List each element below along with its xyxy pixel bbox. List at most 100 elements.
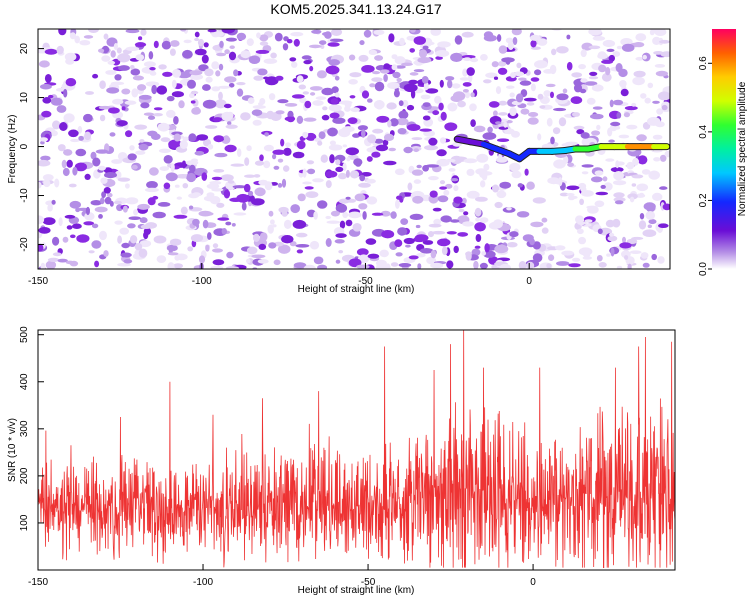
noise-blob — [566, 193, 575, 196]
noise-blob — [529, 34, 541, 41]
noise-blob — [40, 83, 52, 90]
noise-blob — [556, 46, 569, 54]
noise-blob — [224, 49, 230, 55]
noise-blob — [169, 238, 182, 246]
noise-blob — [596, 255, 603, 262]
noise-blob — [309, 86, 323, 91]
noise-blob — [461, 31, 474, 38]
noise-blob — [169, 48, 176, 56]
noise-blob — [65, 260, 75, 265]
noise-blob — [52, 120, 61, 130]
noise-blob — [553, 107, 567, 112]
noise-blob — [135, 150, 146, 155]
noise-blob — [423, 130, 435, 137]
noise-blob — [327, 127, 338, 137]
noise-blob — [426, 256, 437, 265]
heatmap-frame — [37, 28, 671, 270]
snr-x-axis-label: Height of straight line (km) — [298, 585, 415, 596]
noise-blob — [621, 250, 631, 259]
noise-blob — [253, 75, 264, 81]
noise-blob — [306, 160, 315, 165]
noise-blob — [463, 57, 472, 62]
noise-blob — [597, 51, 607, 59]
noise-blob — [638, 220, 647, 230]
noise-blob — [435, 50, 450, 57]
noise-blob — [592, 106, 603, 110]
noise-blob — [237, 148, 242, 158]
noise-blob — [124, 100, 137, 105]
noise-blob — [577, 228, 584, 235]
noise-blob — [114, 170, 122, 179]
noise-blob — [255, 49, 270, 54]
noise-blob — [236, 193, 250, 203]
noise-blob — [219, 40, 224, 49]
noise-blob — [395, 252, 403, 257]
chart-title: KOM5.2025.341.13.24.G17 — [270, 1, 441, 17]
noise-blob — [375, 262, 387, 269]
noise-blob — [305, 191, 319, 199]
noise-blob — [221, 29, 236, 34]
noise-blob — [470, 119, 476, 127]
noise-blob — [156, 255, 167, 263]
tick-label: -10 — [19, 188, 30, 203]
noise-blob — [204, 68, 214, 77]
noise-blob — [127, 153, 137, 161]
noise-blob — [268, 242, 277, 249]
tick-label: 200 — [19, 467, 30, 484]
noise-blob — [85, 206, 90, 216]
noise-blob — [372, 128, 384, 134]
noise-blob — [473, 260, 479, 269]
noise-blob — [83, 113, 93, 123]
noise-blob — [417, 57, 432, 64]
noise-blob — [374, 81, 385, 92]
noise-blob — [530, 221, 544, 228]
tick-label: 100 — [19, 514, 30, 531]
noise-blob — [406, 104, 415, 111]
noise-blob — [325, 65, 340, 75]
noise-blob — [211, 61, 220, 70]
noise-blob — [62, 236, 69, 243]
noise-blob — [345, 147, 359, 156]
noise-blob — [139, 139, 145, 143]
noise-blob — [211, 176, 223, 181]
noise-blob — [610, 121, 621, 127]
noise-blob — [664, 150, 670, 158]
noise-blob — [396, 195, 403, 200]
noise-blob — [505, 57, 511, 65]
noise-blob — [597, 228, 603, 235]
noise-blob — [129, 235, 138, 244]
noise-blob — [588, 45, 601, 50]
noise-blob — [484, 243, 490, 253]
noise-blob — [388, 147, 397, 152]
noise-blob — [462, 221, 474, 227]
noise-blob — [125, 183, 130, 189]
noise-blob — [202, 212, 214, 216]
noise-blob — [612, 218, 621, 228]
noise-blob — [632, 157, 639, 166]
noise-blob — [58, 217, 63, 227]
noise-blob — [622, 236, 626, 244]
noise-blob — [38, 181, 42, 189]
noise-blob — [636, 183, 649, 192]
noise-blob — [483, 34, 497, 42]
noise-blob — [316, 70, 327, 79]
noise-blob — [435, 56, 443, 60]
snr-frame — [37, 329, 676, 571]
noise-blob — [648, 219, 657, 225]
noise-blob — [187, 246, 194, 252]
noise-blob — [98, 105, 112, 110]
noise-blob — [210, 265, 224, 269]
noise-blob — [227, 121, 232, 125]
noise-blob — [491, 61, 499, 68]
noise-blob — [166, 244, 178, 252]
noise-blob — [56, 45, 64, 55]
noise-blob — [69, 32, 76, 40]
noise-blob — [263, 144, 274, 152]
noise-blob — [439, 137, 447, 144]
noise-blob — [42, 217, 56, 226]
noise-blob — [211, 86, 221, 92]
noise-blob — [268, 93, 276, 101]
noise-blob — [162, 71, 173, 77]
noise-blob — [453, 245, 459, 254]
noise-blob — [190, 90, 199, 95]
